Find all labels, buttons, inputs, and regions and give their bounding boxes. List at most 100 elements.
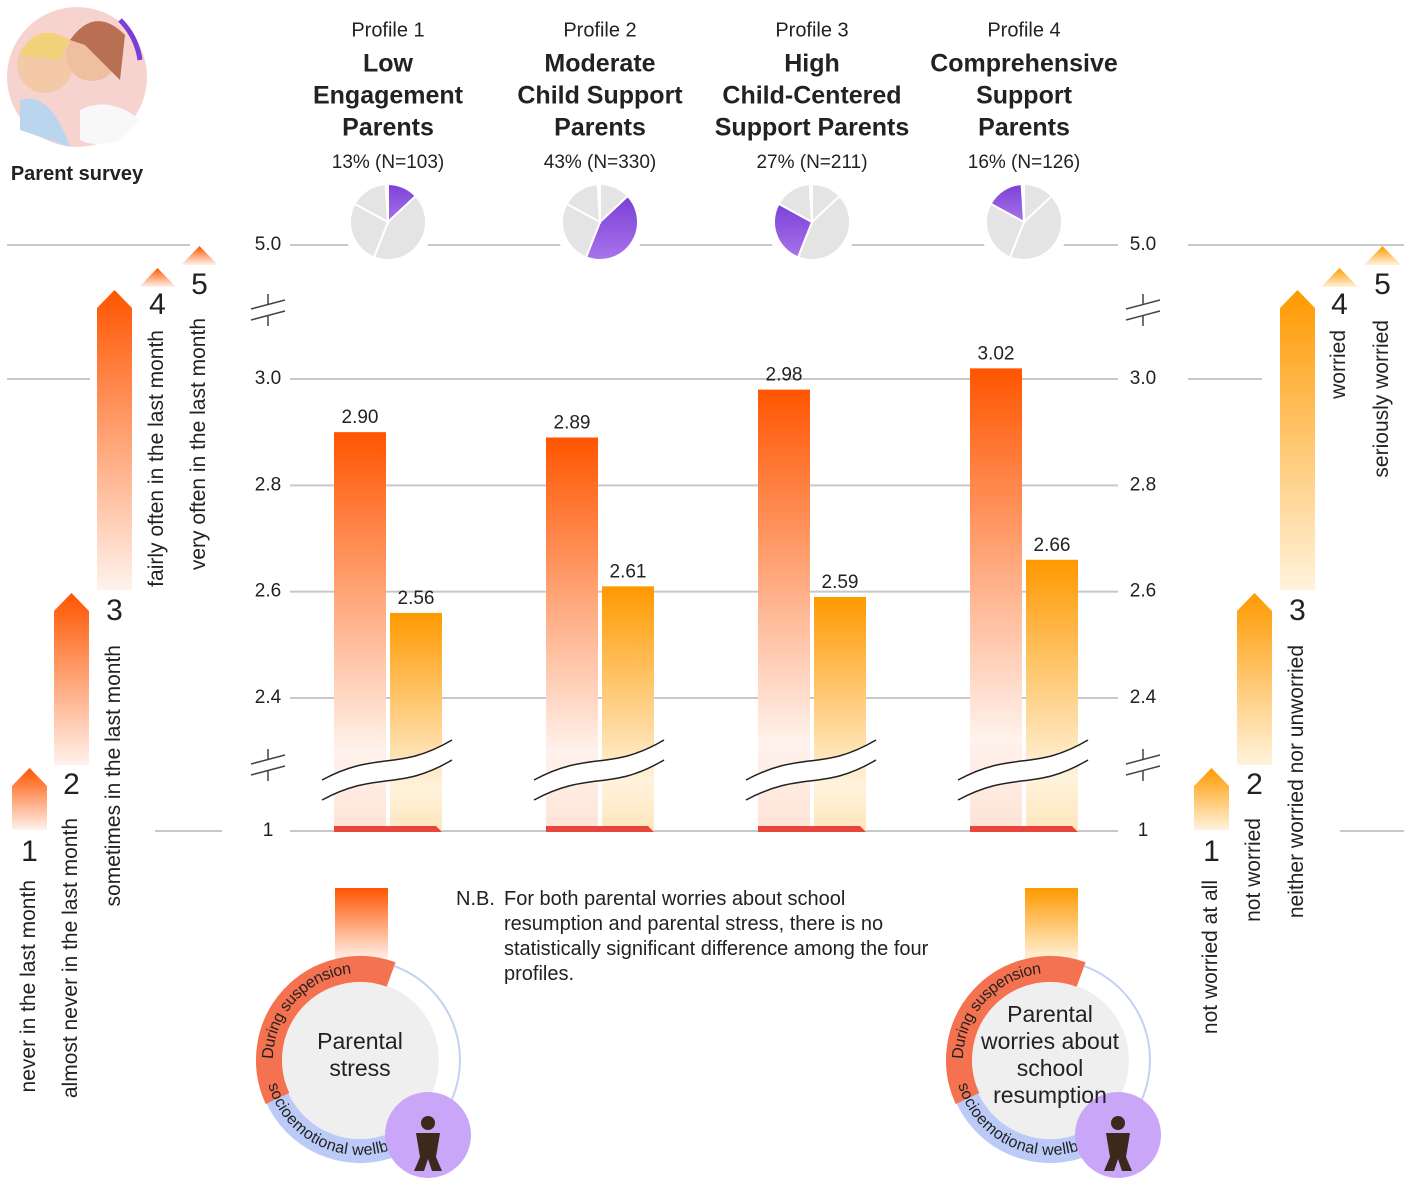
scale-label: seriously worried xyxy=(1370,320,1393,478)
y2-tick-label: 1 xyxy=(1138,820,1149,841)
badge-center-text: Parental stress xyxy=(317,1028,403,1081)
scale-arrow xyxy=(1365,246,1400,265)
base-strip xyxy=(334,826,442,832)
scale-number: 1 xyxy=(21,835,38,868)
badge-center-text: Parental worries about school resumption xyxy=(980,1001,1120,1108)
profile-name: Support xyxy=(976,82,1072,110)
profile-name: Child Support xyxy=(517,82,683,110)
profile-share-label: 16% (N=126) xyxy=(968,152,1080,173)
scale-arrow xyxy=(1194,768,1229,830)
scale-label: very often in the last month xyxy=(187,318,210,570)
y2-tick-label: 2.8 xyxy=(1130,474,1156,495)
icon-body xyxy=(1104,1133,1132,1171)
scale-number: 3 xyxy=(1289,594,1306,627)
y2-tick-label: 5.0 xyxy=(1130,234,1156,255)
profile-name: High xyxy=(784,50,840,78)
profile-name: Comprehensive xyxy=(930,50,1118,78)
scale-number: 4 xyxy=(149,288,166,321)
pie-slice xyxy=(353,183,390,224)
profile-name: Support Parents xyxy=(715,114,909,142)
scale-arrow xyxy=(182,246,217,265)
axis-break-gap xyxy=(1136,303,1150,317)
scale-label: almost never in the last month xyxy=(59,818,82,1098)
axis-break-gap xyxy=(1136,758,1150,772)
scale-label: never in the last month xyxy=(17,880,40,1092)
scale-arrow xyxy=(97,290,132,590)
badge-core xyxy=(281,981,439,1139)
badge-band-top xyxy=(256,956,396,1104)
badge-band-top xyxy=(946,956,1086,1104)
profile-name: Parents xyxy=(554,114,646,142)
value-label: 2.66 xyxy=(1034,535,1071,556)
value-label: 2.56 xyxy=(398,588,435,609)
scale-label: neither worried nor unworried xyxy=(1285,645,1308,918)
base-strip xyxy=(546,826,654,832)
y2-tick-label: 2.4 xyxy=(1130,687,1157,708)
bar-break-line xyxy=(957,739,1089,781)
value-label: 2.59 xyxy=(822,572,859,593)
scale-label: not worried xyxy=(1242,818,1265,922)
bar xyxy=(602,586,654,831)
y2-tick-label: 2.6 xyxy=(1130,581,1156,602)
scale-arrow xyxy=(1280,290,1315,590)
axis-break-gap xyxy=(261,758,275,772)
scale-number: 2 xyxy=(1246,768,1263,801)
bar-break-line xyxy=(321,739,453,781)
value-label: 2.90 xyxy=(342,407,379,428)
pie-slice xyxy=(1008,194,1063,261)
bar-break-line xyxy=(533,739,665,781)
pie-slice xyxy=(989,183,1026,224)
scale-number: 3 xyxy=(106,594,123,627)
bar-break-line xyxy=(957,759,1089,801)
profile-label: Profile 3 xyxy=(775,19,848,41)
axis-break-line xyxy=(1125,754,1161,765)
profile-label: Profile 2 xyxy=(563,19,636,41)
profile-label: Profile 1 xyxy=(351,19,424,41)
base-strip xyxy=(970,826,1078,832)
y-tick-label: 3.0 xyxy=(255,368,281,389)
scale-arrow xyxy=(1322,268,1357,287)
scale-arrow xyxy=(1237,593,1272,765)
y2-tick-label: 3.0 xyxy=(1130,368,1156,389)
bar-break-line xyxy=(321,759,453,801)
profile-name: Parents xyxy=(978,114,1070,142)
scale-number: 1 xyxy=(1203,835,1220,868)
icon-body xyxy=(414,1133,442,1171)
scale-number: 2 xyxy=(63,768,80,801)
bar xyxy=(758,389,810,831)
pie-slice xyxy=(565,183,602,224)
axis-break-line xyxy=(250,765,286,776)
axis-break-line xyxy=(1125,299,1161,310)
profile-name: Low xyxy=(363,50,414,78)
bar-break-line xyxy=(745,759,877,801)
value-label: 2.61 xyxy=(610,561,647,582)
icon-head xyxy=(1111,1116,1125,1130)
pie-slice xyxy=(796,194,851,261)
value-label: 2.98 xyxy=(766,365,803,386)
value-label: 2.89 xyxy=(554,412,591,433)
badge-core xyxy=(971,981,1129,1139)
scale-label: sometimes in the last month xyxy=(102,645,125,906)
scale-label: fairly often in the last month xyxy=(145,330,168,587)
scale-arrow xyxy=(140,268,175,287)
profile-name: Moderate xyxy=(544,50,655,78)
scale-number: 4 xyxy=(1331,288,1348,321)
y-tick-label: 1 xyxy=(263,820,274,841)
scale-label: not worried at all xyxy=(1199,880,1222,1034)
profile-name: Child-Centered xyxy=(722,82,901,110)
scale-arrow xyxy=(54,593,89,765)
scale-label: worried xyxy=(1327,330,1350,400)
axis-break-line xyxy=(1125,765,1161,776)
pie-slice xyxy=(372,194,427,261)
note-prefix: N.B. xyxy=(456,888,495,910)
scale-number: 5 xyxy=(191,268,208,301)
axis-break-line xyxy=(250,299,286,310)
profile-label: Profile 4 xyxy=(987,19,1060,41)
axis-break-line xyxy=(250,754,286,765)
pie-slice xyxy=(777,183,814,224)
profile-name: Engagement xyxy=(313,82,464,110)
profile-share-label: 13% (N=103) xyxy=(332,152,444,173)
bar xyxy=(814,596,866,831)
